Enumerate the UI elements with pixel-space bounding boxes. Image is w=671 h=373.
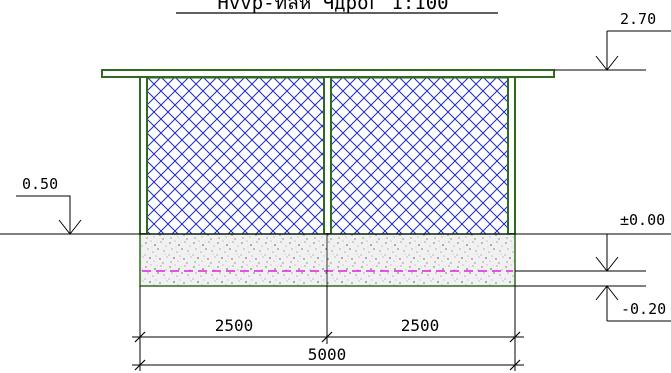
column-left [139,76,148,235]
ground-level-label: ±0.00 [620,211,665,229]
wall-panel-right [330,77,509,235]
roof-level-arrow [595,30,671,71]
wall-panel-left [146,77,325,235]
dim-right-span: 2500 [401,316,440,335]
column-middle [323,76,332,235]
span-dimension-ticks [134,331,521,343]
column-right [507,76,516,235]
drawing-title: Hvvp-ทลห Чдрог 1:100 [217,0,448,14]
foundation-level-arrow [595,285,671,322]
total-dimension-ticks [134,359,521,371]
roof-slab [101,69,555,78]
dim-total-span: 5000 [308,345,347,364]
left-level-arrow [16,195,82,235]
foundation-level-label: -0.20 [621,300,666,318]
foundation [139,233,516,287]
ground-level-arrow [595,233,671,272]
dim-left-span: 2500 [215,316,254,335]
left-level-label: 0.50 [22,175,58,193]
roof-level-label: 2.70 [620,10,656,28]
